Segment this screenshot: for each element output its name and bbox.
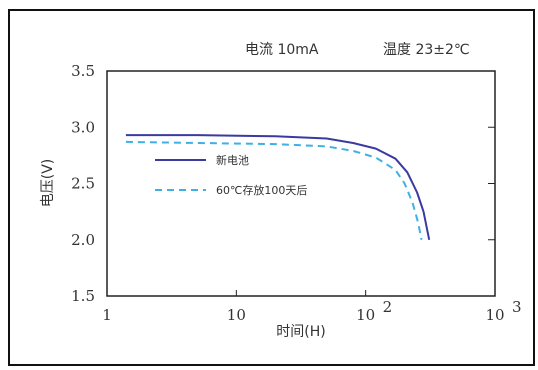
y-tick-label: 1.5	[71, 287, 95, 305]
current-label: 电流 10mA	[245, 42, 319, 58]
series-line-2	[125, 140, 423, 240]
series-line-1	[125, 134, 431, 240]
x-tick-label: 10	[485, 306, 504, 324]
x-tick-label: 1	[102, 306, 112, 324]
y-tick-label: 2.5	[71, 175, 95, 193]
tick-layer: 1.5 2.0 2.5 3.0 3.5 1 10 10 2 10 3	[71, 62, 521, 324]
temperature-label: 温度 23±2℃	[383, 42, 470, 58]
x-tick-label: 10	[356, 306, 375, 324]
legend-label: 60℃存放100天后	[216, 183, 307, 197]
legend: 新电池 60℃存放100天后	[155, 153, 307, 197]
legend-label: 新电池	[216, 153, 249, 167]
outer-border	[8, 9, 535, 366]
x-tick-exponent: 3	[512, 298, 522, 316]
x-tick-label: 10	[227, 306, 246, 324]
y-tick-label: 3.5	[71, 62, 95, 80]
series-layer	[125, 134, 431, 240]
x-tick-exponent: 2	[383, 298, 393, 316]
x-axis-label: 时间(H)	[276, 324, 325, 340]
y-axis-label: 电压(V)	[40, 159, 56, 208]
y-tick-label: 2.0	[71, 231, 95, 249]
y-tick-label: 3.0	[71, 118, 95, 136]
